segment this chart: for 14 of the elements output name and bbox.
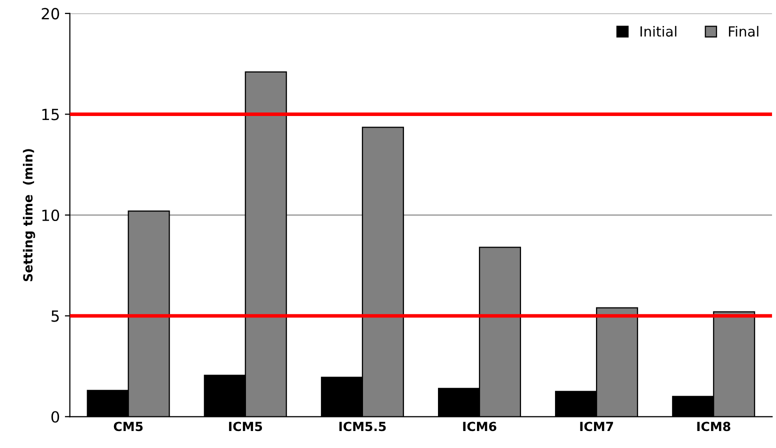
x-tick-label: ICM7 [580,422,614,432]
x-tick-label: ICM8 [697,422,730,432]
y-tick-label: 5 [52,310,59,322]
x-tick-label: ICM5 [229,422,262,432]
x-tick-label: CM5 [114,422,143,432]
x-tick-label: ICM5.5 [339,422,386,432]
y-tick-label: 10 [42,210,60,222]
y-axis-title: Setting time (min) [22,149,36,282]
x-tick-label: ICM6 [463,422,496,432]
legend-label: Initial [640,26,676,37]
y-tick-label: 0 [51,411,60,423]
y-tick-label: 15 [42,108,59,120]
legend-label: Final [728,26,758,37]
y-tick-label: 20 [42,8,60,20]
